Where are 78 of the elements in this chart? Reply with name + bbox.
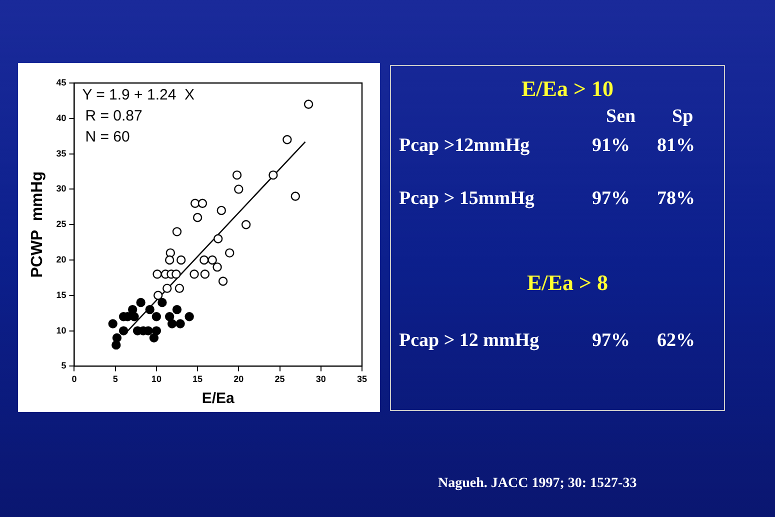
- text: 91%: [592, 135, 630, 157]
- point: [158, 298, 167, 308]
- x-tick-label: 10: [151, 374, 162, 384]
- x-axis-title: E/Ea: [202, 390, 236, 408]
- point: [290, 192, 300, 201]
- point: [152, 312, 162, 322]
- text: E/Ea > 10: [520, 76, 614, 102]
- x-tick-label: 25: [274, 374, 285, 384]
- x-tick-label: 20: [234, 374, 244, 384]
- point: [208, 255, 217, 265]
- text: 97%: [592, 188, 630, 210]
- point: [184, 312, 194, 322]
- y-tick-label: 20: [56, 254, 66, 264]
- point: [164, 312, 174, 322]
- point: [172, 227, 182, 236]
- y-tick-label: 35: [56, 148, 66, 158]
- y-tick-label: 5: [61, 360, 66, 371]
- point: [212, 262, 222, 272]
- x-tick-label: 5: [112, 374, 118, 384]
- point: [198, 198, 208, 208]
- text: Sp: [672, 106, 694, 128]
- annotation: N = 60: [85, 128, 130, 146]
- point: [152, 326, 162, 336]
- point: [172, 304, 182, 314]
- point: [304, 100, 314, 109]
- point: [162, 284, 172, 293]
- point: [167, 319, 177, 328]
- y-tick-label: 30: [56, 184, 66, 194]
- text: Pcap > 12 mmHg: [399, 330, 540, 352]
- point: [232, 170, 242, 180]
- point: [234, 184, 244, 194]
- point: [225, 248, 234, 258]
- point: [130, 312, 139, 322]
- text: 78%: [657, 188, 695, 210]
- x-tick-label: 0: [72, 374, 77, 384]
- point: [172, 270, 181, 279]
- text: 62%: [657, 330, 695, 352]
- point: [176, 255, 186, 265]
- point: [145, 304, 154, 314]
- point: [112, 340, 121, 350]
- x-tick-label: 35: [356, 374, 368, 384]
- annotation: Y = 1.9 + 1.24 X: [82, 86, 195, 104]
- point: [118, 326, 128, 336]
- text: Nagueh. JACC 1997; 30: 1527-33: [438, 476, 637, 492]
- point: [282, 135, 292, 144]
- text: Sen: [606, 106, 636, 128]
- point: [108, 319, 118, 328]
- point: [190, 270, 199, 279]
- text: E/Ea > 8: [526, 270, 609, 296]
- point: [152, 270, 162, 279]
- point: [153, 290, 163, 300]
- text: 97%: [592, 330, 630, 352]
- y-tick-label: 25: [56, 219, 66, 230]
- y-tick-label: 10: [56, 325, 66, 336]
- point: [268, 170, 278, 180]
- point: [190, 198, 200, 208]
- y-axis-title: PCWP mmHg: [29, 171, 46, 278]
- text: Pcap >12mmHg: [399, 135, 530, 157]
- y-tick-label: 40: [56, 112, 66, 123]
- point: [176, 319, 185, 328]
- point: [200, 255, 209, 265]
- text: 81%: [657, 135, 695, 157]
- point: [214, 234, 223, 244]
- y-tick-label: 15: [56, 290, 66, 300]
- annotation: R = 0.87: [85, 108, 142, 125]
- point: [192, 212, 202, 222]
- text: Pcap > 15mmHg: [399, 188, 534, 210]
- point: [164, 255, 174, 265]
- point: [136, 298, 146, 308]
- point: [241, 220, 251, 230]
- point: [216, 206, 226, 216]
- point: [149, 333, 159, 342]
- x-tick-label: 15: [192, 374, 203, 384]
- point: [174, 284, 184, 293]
- y-tick-label: 45: [56, 77, 66, 88]
- point: [200, 270, 210, 279]
- point: [218, 276, 228, 286]
- x-tick-label: 30: [316, 374, 326, 384]
